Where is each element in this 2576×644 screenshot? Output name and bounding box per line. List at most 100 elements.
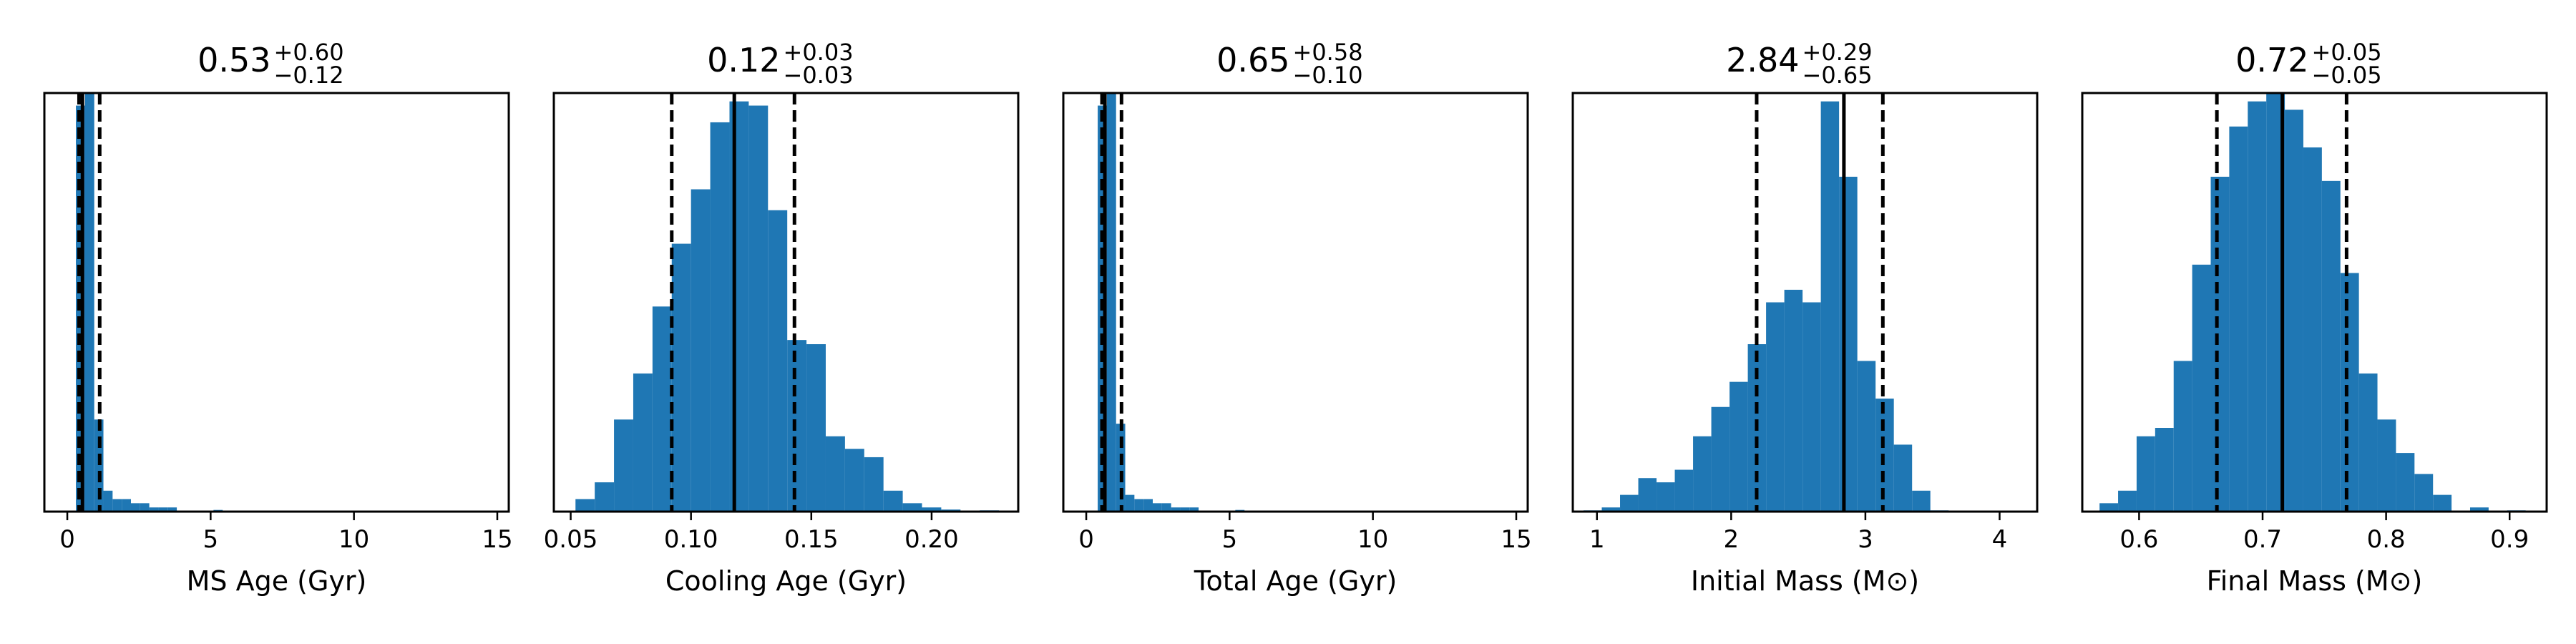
x-tick-label: 3	[1858, 525, 1873, 554]
histogram-bar	[2118, 490, 2137, 512]
panel-title-value: 0.72	[2235, 41, 2308, 79]
histogram-bar	[149, 507, 159, 512]
histogram-bar	[2210, 177, 2230, 512]
histogram-bar	[2136, 436, 2155, 512]
histogram-bar	[2285, 109, 2303, 512]
histogram-bar	[2229, 126, 2248, 512]
x-tick-label: 0.05	[544, 525, 598, 554]
x-tick-label: 2	[1724, 525, 1740, 554]
panel-5: 0.6 0.7 0.8 0.9 Final Mass (M⊙) 0.72 +0.05−0.0…	[2081, 39, 2548, 597]
histogram-bar	[691, 189, 711, 512]
histogram-bar	[1857, 361, 1876, 512]
histogram-bar	[1893, 444, 1913, 512]
histogram-bar	[729, 101, 749, 512]
histogram-bar	[158, 507, 168, 512]
plot-frame	[1571, 92, 2039, 513]
x-tick-label: 0.15	[784, 525, 839, 554]
histogram-bar	[2396, 453, 2415, 512]
histogram-bar	[1134, 499, 1144, 512]
histogram-bar	[1152, 503, 1162, 512]
plot-frame	[1062, 92, 1529, 513]
histogram-bar	[748, 105, 769, 512]
panel-title-plus-error: +0.60	[274, 39, 344, 66]
histogram-bar	[1711, 406, 1730, 512]
x-tick-label: 0.7	[2243, 525, 2282, 554]
histogram-bar	[1657, 482, 1675, 512]
panel-title-minus-error: −0.05	[2312, 62, 2382, 89]
histogram-bar	[922, 507, 942, 512]
x-tick-label: 0.20	[904, 525, 959, 554]
histogram-bar	[787, 340, 807, 512]
histogram-bar	[1784, 289, 1803, 512]
x-tick-label: 1	[1589, 525, 1605, 554]
histogram-bar	[806, 344, 826, 512]
panel-title-value: 0.65	[1216, 41, 1289, 79]
x-tick-label: 0.10	[664, 525, 718, 554]
histogram-bar	[671, 243, 691, 512]
x-axis-label: Total Age (Gyr)	[1194, 565, 1397, 597]
x-axis-label: Initial Mass (M⊙)	[1691, 565, 1919, 597]
histogram-bar	[140, 503, 150, 512]
histogram-bar	[2192, 264, 2211, 512]
panel-4: 1 2 3 4 Initial Mass (M⊙) 2.84 +0.29−0.65	[1571, 39, 2039, 597]
histogram-bar	[633, 373, 653, 512]
histogram-bar	[1125, 494, 1135, 512]
histogram-bar	[883, 490, 903, 512]
x-tick-label: 15	[482, 525, 512, 554]
panel-title-minus-error: −0.65	[1802, 62, 1873, 89]
x-axis-label: Final Mass (M⊙)	[2207, 565, 2423, 597]
x-tick-label: 0.8	[2367, 525, 2406, 554]
histogram-bar	[614, 419, 633, 512]
panel-title-value: 2.84	[1726, 41, 1799, 79]
x-tick-label: 0	[59, 525, 75, 554]
histogram-bar	[768, 210, 788, 512]
histogram-bar	[84, 93, 94, 512]
x-tick-label: 5	[203, 525, 219, 554]
plot-frame	[2081, 92, 2548, 513]
x-tick-label: 0.6	[2119, 525, 2158, 554]
x-tick-label: 10	[338, 525, 369, 554]
histogram-bar	[2248, 101, 2267, 512]
x-axis-label: Cooling Age (Gyr)	[665, 565, 907, 597]
histogram-bar	[167, 507, 177, 512]
panel-title-value: 0.12	[707, 41, 780, 79]
histogram-bar	[1189, 507, 1199, 512]
histogram-bar	[1620, 494, 1639, 512]
plot-frame	[552, 92, 1020, 513]
histogram-bar	[1693, 436, 1712, 512]
panel-title-plus-error: +0.03	[784, 39, 854, 66]
histogram-bar	[2414, 474, 2434, 512]
plot-frame	[43, 92, 510, 513]
histogram-bar	[1839, 177, 1858, 512]
panel-title-minus-error: −0.12	[274, 62, 344, 89]
histogram-bar	[864, 457, 884, 512]
histogram-bar	[130, 503, 140, 512]
x-tick-label: 4	[1992, 525, 2008, 554]
histogram-bar	[2321, 180, 2341, 512]
histogram-bar	[652, 306, 672, 512]
histogram-bar	[1766, 302, 1785, 512]
x-tick-label: 5	[1222, 525, 1238, 554]
panel-title-minus-error: −0.03	[784, 62, 854, 89]
panel-title-plus-error: +0.05	[2312, 39, 2382, 66]
panel-title-value: 0.53	[197, 41, 270, 79]
histogram-bar	[844, 449, 864, 512]
x-tick-label: 0	[1078, 525, 1094, 554]
histogram-bar	[2433, 494, 2452, 512]
histogram-bar	[825, 436, 845, 512]
histogram-bar	[1802, 302, 1821, 512]
histogram-bar	[1161, 503, 1171, 512]
histogram-bar	[1674, 469, 1694, 512]
panel-title-plus-error: +0.58	[1293, 39, 1363, 66]
histogram-bar	[1601, 507, 1621, 512]
x-axis-label: MS Age (Gyr)	[187, 565, 367, 597]
histogram-bar	[2358, 373, 2378, 512]
histogram-bar	[1180, 507, 1190, 512]
histogram-bar	[1143, 499, 1153, 512]
panel-3: 0 5 10 15 Total Age (Gyr) 0.65 +0.58−0.10	[1062, 39, 1532, 597]
histogram-bar	[1912, 490, 1931, 512]
histogram-bar	[575, 499, 595, 512]
histogram-bar	[1820, 101, 1840, 512]
